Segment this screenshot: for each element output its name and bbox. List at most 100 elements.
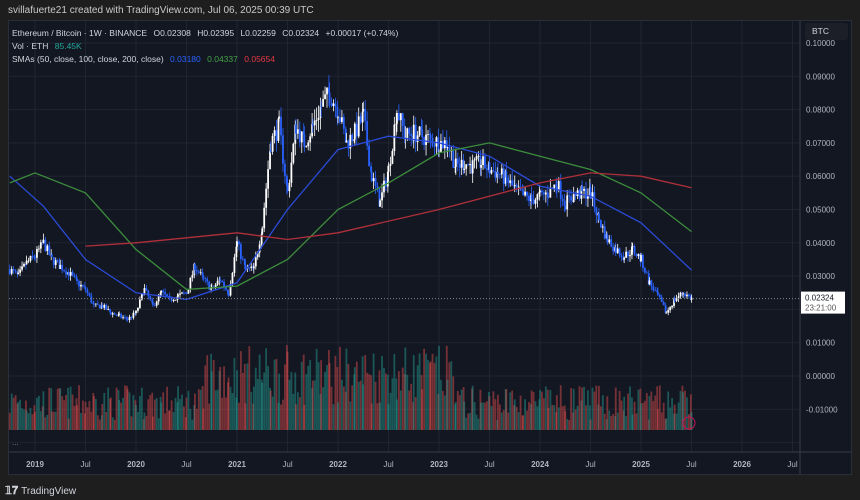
volume-bar: [410, 383, 413, 430]
volume-bar: [513, 405, 516, 430]
volume-bar: [620, 400, 623, 430]
candle-body: [429, 135, 432, 138]
volume-bar: [387, 404, 390, 430]
sma100-value: 0.04337: [207, 54, 238, 64]
candle-body: [179, 293, 181, 295]
volume-bar: [176, 402, 179, 430]
x-tick-label: 2019: [26, 460, 44, 469]
candle-body: [134, 312, 137, 314]
candle-body: [522, 190, 525, 196]
candle-body: [654, 290, 657, 292]
volume-bar: [197, 389, 200, 430]
volume-bar: [368, 374, 370, 430]
candle-body: [122, 317, 124, 319]
volume-bar: [181, 394, 183, 430]
candle-body: [677, 296, 680, 299]
volume-bar: [395, 378, 398, 430]
volume-bar: [460, 389, 463, 430]
volume-bar: [252, 403, 255, 430]
volume-bar: [334, 355, 337, 430]
candle-body: [383, 180, 385, 193]
candle-body: [197, 271, 200, 273]
volume-bar: [67, 418, 70, 430]
volume-bar: [219, 366, 222, 430]
candle-body: [96, 303, 99, 305]
candle-body: [585, 188, 587, 199]
volume-bar: [669, 407, 672, 430]
candle-body: [103, 304, 106, 308]
candle-body: [231, 272, 234, 285]
volume-bar: [566, 419, 569, 430]
volume-bar: [320, 360, 323, 430]
volume-bar: [684, 390, 686, 430]
volume-bar: [448, 362, 451, 430]
symbol-title[interactable]: Ethereum / Bitcoin · 1W · BINANCE: [12, 28, 148, 38]
candle-body: [469, 164, 471, 166]
volume-bar: [357, 381, 360, 430]
candle-body: [261, 228, 264, 235]
candle-body: [614, 247, 617, 253]
volume-bar: [52, 411, 55, 430]
volume-bar: [353, 367, 356, 430]
candle-body: [376, 185, 379, 189]
volume-label[interactable]: Vol · ETH: [12, 41, 49, 51]
candle-body: [155, 301, 158, 306]
volume-bar: [511, 390, 514, 430]
candle-body: [396, 112, 398, 124]
volume-bar: [326, 364, 328, 430]
volume-bar: [59, 388, 62, 430]
candle-body: [120, 313, 123, 318]
candle-body: [572, 194, 575, 202]
candle-body: [515, 184, 518, 187]
volume-bar: [473, 402, 476, 430]
tradingview-logo[interactable]: 𝟙𝟕 TradingView: [5, 484, 76, 498]
volume-bar: [269, 387, 271, 430]
candle-body: [465, 164, 468, 169]
candle-body: [351, 134, 354, 141]
volume-bar: [166, 386, 168, 430]
volume-bar: [67, 387, 69, 430]
volume-bar: [254, 367, 257, 430]
volume-bar: [383, 367, 385, 430]
volume-bar: [340, 379, 343, 430]
candle-body: [492, 170, 495, 172]
volume-bar: [507, 412, 510, 430]
volume-bar: [572, 412, 574, 430]
last-price-text: 0.02324: [805, 294, 834, 303]
candle-body: [591, 192, 594, 199]
candle-body: [589, 187, 592, 199]
candle-body: [534, 199, 537, 204]
sma200-line: [85, 172, 692, 247]
sma-label[interactable]: SMAs (50, close, 100, close, 200, close): [12, 54, 164, 64]
candle-body: [84, 287, 87, 290]
more-indicators[interactable]: ...: [12, 438, 19, 447]
candle-body: [115, 314, 118, 316]
volume-bar: [664, 418, 667, 430]
candle-body: [497, 172, 499, 174]
x-tick-label: 2025: [632, 460, 650, 469]
volume-bar: [497, 394, 499, 430]
candle-body: [669, 307, 672, 311]
currency-button[interactable]: BTC: [805, 23, 848, 40]
volume-bar: [389, 392, 392, 430]
candle-body: [645, 272, 648, 274]
volume-bar: [241, 372, 244, 430]
volume-bar: [591, 387, 594, 430]
volume-bar: [145, 415, 148, 430]
volume-bar: [286, 351, 289, 430]
volume-bar: [300, 361, 303, 430]
candle-body: [467, 164, 470, 166]
chart-panel[interactable]: [8, 20, 852, 475]
candle-body: [118, 313, 121, 315]
volume-bar: [25, 400, 27, 430]
volume-bar: [337, 402, 339, 430]
volume-bar: [456, 390, 459, 430]
candle-body: [271, 135, 274, 152]
volume-bar: [355, 361, 358, 430]
volume-bar: [555, 411, 558, 430]
candle-body: [682, 293, 684, 295]
volume-bar: [143, 412, 146, 430]
candle-body: [149, 296, 152, 300]
volume-bar: [328, 349, 330, 430]
